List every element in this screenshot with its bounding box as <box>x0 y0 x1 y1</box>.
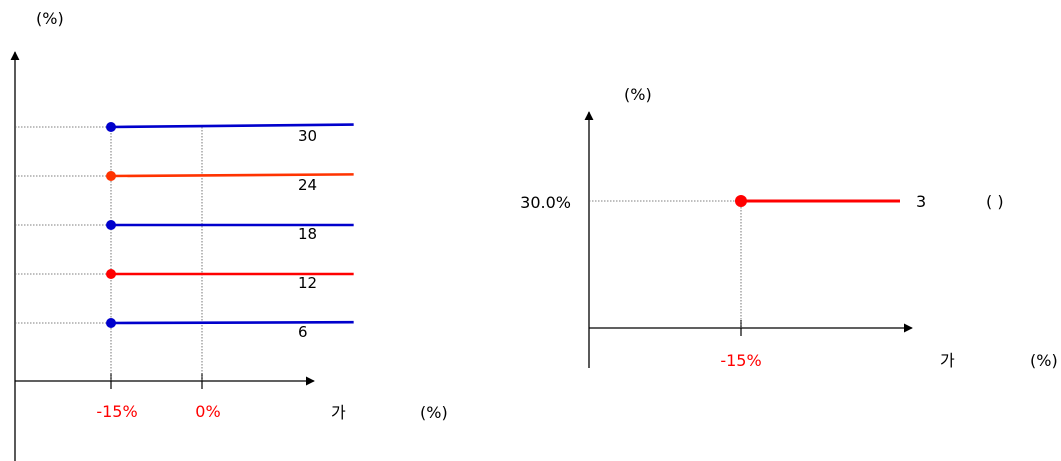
left-series-line <box>110 320 354 325</box>
left-x-tick-label: 0% <box>195 402 220 421</box>
left-series-line <box>110 173 354 178</box>
left-series-label: 30 <box>298 127 317 145</box>
left-series-point <box>106 220 116 230</box>
right-chart: (%) 가 (%) 30.0% -15% 3 ( ) <box>520 85 1058 370</box>
right-x-tick-label: -15% <box>720 351 761 370</box>
right-series-label: 3 <box>916 192 926 211</box>
left-x-axis-unit: (%) <box>420 403 448 422</box>
left-series-point <box>106 269 116 279</box>
right-series-suffix: ( ) <box>986 192 1004 211</box>
left-x-axis-label: 가 <box>331 403 346 422</box>
left-series-label: 18 <box>298 225 317 243</box>
right-series-point <box>735 195 747 207</box>
left-guides <box>15 126 203 381</box>
right-y-axis-label: (%) <box>624 85 652 104</box>
left-series-point <box>106 318 116 328</box>
left-series-point <box>106 171 116 181</box>
left-series-line <box>110 123 354 129</box>
left-series: 30 24 18 12 6 <box>106 122 354 341</box>
left-chart: (%) 가 (%) -15% 0% 30 24 18 12 6 <box>10 9 448 461</box>
left-series-label: 6 <box>298 323 308 341</box>
left-series-label: 24 <box>298 176 317 194</box>
right-x-axis-label: 가 <box>940 351 955 370</box>
left-series-point <box>106 122 116 132</box>
left-x-tick-label: -15% <box>96 402 137 421</box>
left-x-ticks: -15% 0% <box>96 373 221 421</box>
right-series: 3 ( ) <box>589 192 1004 328</box>
left-y-axis-label: (%) <box>36 9 64 28</box>
left-series-label: 12 <box>298 274 317 292</box>
right-y-tick-label: 30.0% <box>520 193 571 212</box>
right-x-axis-unit: (%) <box>1030 351 1058 370</box>
